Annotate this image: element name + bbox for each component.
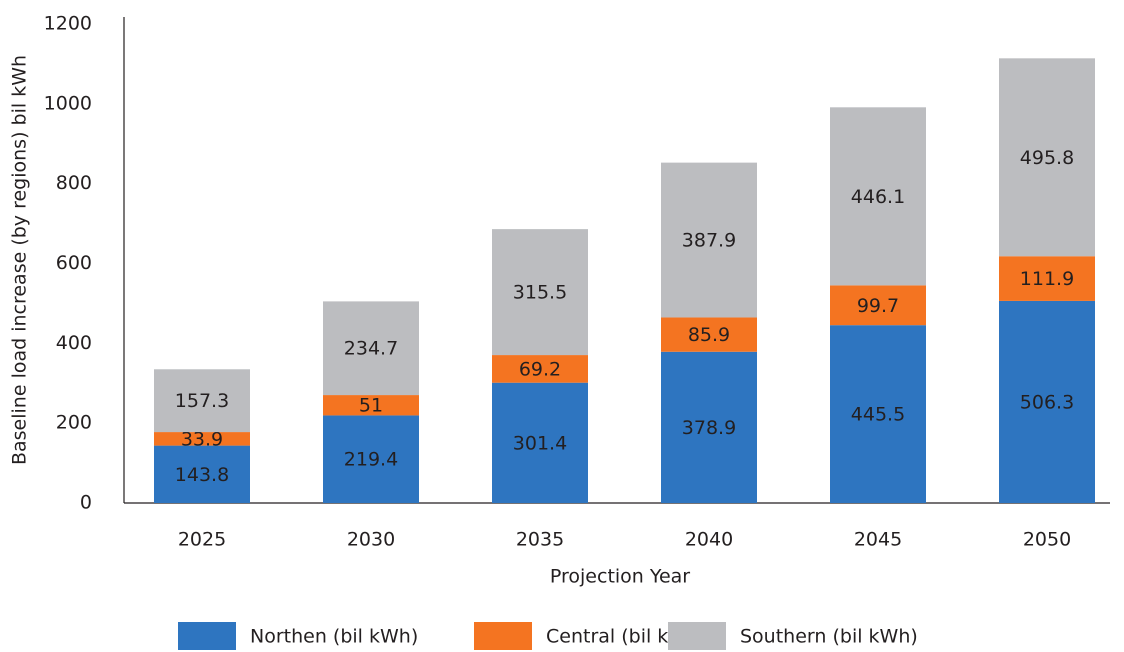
x-tick-label: 2050: [1023, 529, 1071, 551]
legend-swatch: [668, 622, 726, 650]
bar-segment: [154, 369, 250, 433]
y-tick-label: 200: [56, 412, 92, 434]
x-tick-label: 2030: [347, 529, 395, 551]
bar-segment: [830, 325, 926, 503]
x-tick-label: 2040: [685, 529, 733, 551]
bar-segment: [154, 432, 250, 446]
data-label: 301.4: [513, 432, 567, 454]
data-label: 51: [359, 395, 383, 417]
bar-segment: [999, 300, 1095, 503]
data-label: 111.9: [1020, 268, 1074, 290]
legend-label: Northen (bil kWh): [250, 626, 418, 648]
bar-segment: [661, 351, 757, 503]
x-tick-label: 2025: [178, 529, 226, 551]
data-label: 99.7: [857, 295, 899, 317]
data-label: 143.8: [175, 464, 229, 486]
data-label: 157.3: [175, 390, 229, 412]
bar-segment: [830, 285, 926, 326]
bar-segment: [492, 382, 588, 503]
data-label: 445.5: [851, 404, 905, 426]
bar-segment: [999, 256, 1095, 301]
x-tick-label: 2035: [516, 529, 564, 551]
legend-swatch: [474, 622, 532, 650]
bar-segment: [154, 445, 250, 503]
y-tick-label: 600: [56, 252, 92, 274]
data-label: 378.9: [682, 417, 736, 439]
data-label: 315.5: [513, 282, 567, 304]
bar-segment: [999, 58, 1095, 257]
bar-segment: [323, 395, 419, 416]
data-label: 387.9: [682, 230, 736, 252]
data-label: 446.1: [851, 186, 905, 208]
legend-swatch: [178, 622, 236, 650]
bar-segment: [323, 415, 419, 503]
bar-segment: [492, 229, 588, 356]
y-axis-label: Baseline load increase (by regions) bil …: [9, 55, 31, 465]
y-tick-label: 0: [80, 492, 92, 514]
bar-segment: [323, 301, 419, 396]
legend-label: Central (bil kWh): [546, 626, 707, 648]
y-tick-label: 400: [56, 332, 92, 354]
y-tick-label: 800: [56, 172, 92, 194]
bar-segment: [661, 317, 757, 352]
y-tick-label: 1200: [44, 13, 92, 35]
data-label: 69.2: [519, 358, 561, 380]
data-label: 234.7: [344, 338, 398, 360]
data-label: 33.9: [181, 428, 223, 450]
x-tick-label: 2045: [854, 529, 902, 551]
x-axis-label: Projection Year: [550, 566, 690, 588]
bar-segment: [661, 162, 757, 318]
legend-label: Southern (bil kWh): [740, 626, 918, 648]
bar-segment: [492, 355, 588, 383]
data-label: 506.3: [1020, 391, 1074, 413]
data-label: 85.9: [688, 324, 730, 346]
bar-segment: [830, 107, 926, 286]
data-label: 495.8: [1020, 147, 1074, 169]
data-label: 219.4: [344, 449, 398, 471]
y-tick-label: 1000: [44, 92, 92, 114]
